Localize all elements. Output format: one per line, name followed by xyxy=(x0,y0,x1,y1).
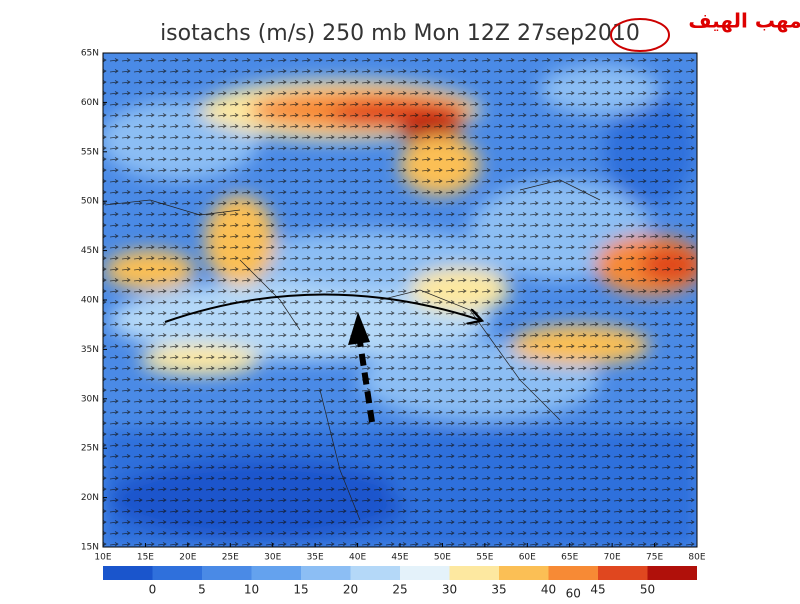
colorbar-label: 5 xyxy=(198,583,206,597)
latitude-label: 55N xyxy=(81,147,99,157)
longitude-label: 80E xyxy=(688,553,705,563)
latitude-label: 35N xyxy=(81,345,99,355)
colorbar-swatch xyxy=(301,566,351,580)
colorbar-label: 25 xyxy=(392,583,407,597)
jet-arrow xyxy=(164,293,480,322)
colorbar-extra-label: 60 xyxy=(566,587,581,601)
colorbar-label: 40 xyxy=(541,583,556,597)
longitude-label: 65E xyxy=(561,553,578,563)
longitude-label: 30E xyxy=(264,553,281,563)
colorbar: 0 5 10 15 20 25 30 35 40 45 50 60 xyxy=(103,566,697,601)
colorbar-label: 0 xyxy=(149,583,157,597)
longitude-label: 15E xyxy=(137,553,154,563)
longitude-label: 55E xyxy=(476,553,493,563)
colorbar-swatch xyxy=(251,566,301,580)
colorbar-label: 30 xyxy=(442,583,457,597)
colorbar-label: 45 xyxy=(590,583,605,597)
colorbar-swatch xyxy=(548,566,598,580)
colorbar-label: 10 xyxy=(244,583,259,597)
colorbar-swatch xyxy=(598,566,648,580)
colorbar-swatch xyxy=(449,566,499,580)
longitude-label: 35E xyxy=(307,553,324,563)
longitude-label: 10E xyxy=(94,553,111,563)
colorbar-swatch xyxy=(103,566,153,580)
longitude-label: 70E xyxy=(604,553,621,563)
latitude-label: 45N xyxy=(81,246,99,256)
colorbar-swatch xyxy=(350,566,400,580)
latitude-label: 65N xyxy=(81,49,99,59)
colorbar-swatch xyxy=(499,566,549,580)
colorbar-swatch xyxy=(202,566,252,580)
annotation: مهب الهيف xyxy=(688,9,800,33)
longitude-label: 40E xyxy=(349,553,366,563)
colorbar-swatch xyxy=(400,566,450,580)
longitude-label: 25E xyxy=(222,553,239,563)
longitude-label: 60E xyxy=(519,553,536,563)
colorbar-label: 20 xyxy=(343,583,358,597)
latitude-label: 60N xyxy=(81,98,99,108)
wind-field xyxy=(103,53,697,547)
latitude-label: 30N xyxy=(81,394,99,404)
colorbar-label: 50 xyxy=(640,583,655,597)
arrow-head xyxy=(348,312,370,345)
longitude-label: 20E xyxy=(179,553,196,563)
colorbar-swatch xyxy=(152,566,202,580)
longitude-label: 45E xyxy=(391,553,408,563)
colorbar-label: 15 xyxy=(293,583,308,597)
highlight-circle xyxy=(610,18,670,52)
latitude-label: 40N xyxy=(81,296,99,306)
colorbar-label: 35 xyxy=(491,583,506,597)
latitude-label: 25N xyxy=(81,444,99,454)
colorbar-swatch xyxy=(647,566,697,580)
longitude-label: 75E xyxy=(646,553,663,563)
title: isotachs (m/s) 250 mb Mon 12Z 27sep2010 xyxy=(160,21,640,46)
latitude-label: 50N xyxy=(81,197,99,207)
axis-labels: 15N 20N 25N 30N 35N 40N 45N 50N 55N 60N 65N 10E 15E 2… xyxy=(81,49,706,563)
coastline xyxy=(104,179,601,521)
latitude-label: 20N xyxy=(81,493,99,503)
dashed-arrow xyxy=(357,341,375,423)
latitude-label: 15N xyxy=(81,543,99,553)
longitude-label: 50E xyxy=(434,553,451,563)
